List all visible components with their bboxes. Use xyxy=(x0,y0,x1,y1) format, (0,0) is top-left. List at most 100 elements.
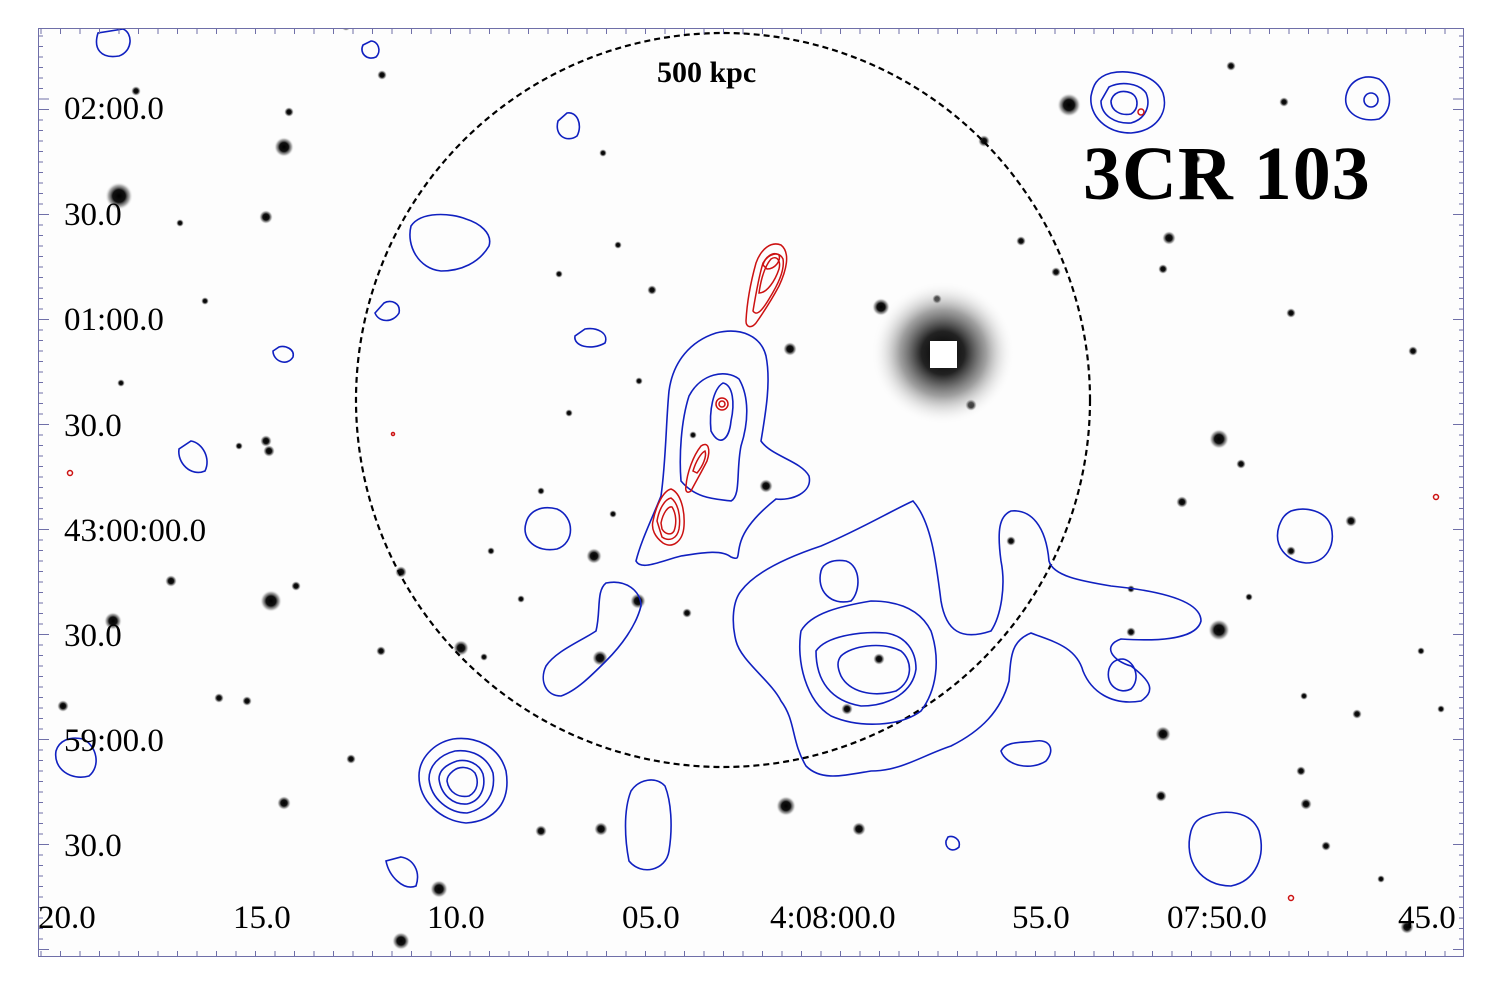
star xyxy=(453,640,469,656)
xray-contour-west-ring3 xyxy=(438,759,485,805)
star xyxy=(841,703,853,715)
star xyxy=(487,547,495,555)
dec-label: 43:00:00.0 xyxy=(64,513,207,549)
xray-contour-small xyxy=(819,559,859,603)
star xyxy=(1176,496,1188,508)
star xyxy=(117,379,125,387)
star xyxy=(555,270,563,278)
star xyxy=(852,822,866,836)
star xyxy=(291,581,301,591)
ra-label: 55.0 xyxy=(1012,900,1070,936)
radio-source-small xyxy=(1137,108,1145,116)
radio-lobe-north xyxy=(745,243,788,328)
star xyxy=(599,149,607,157)
xray-contour-small xyxy=(1107,658,1137,692)
star xyxy=(376,646,386,656)
star xyxy=(776,796,796,816)
xray-contour-ne-ring xyxy=(1090,71,1166,134)
star xyxy=(1051,267,1061,277)
star xyxy=(201,297,209,305)
xray-contour-small xyxy=(385,856,419,888)
star xyxy=(1016,236,1026,246)
star xyxy=(783,342,797,356)
xray-contour-east-ring xyxy=(1345,76,1391,121)
ra-label: 07:50.0 xyxy=(1167,900,1267,936)
star xyxy=(873,653,885,665)
ra-label: 20.0 xyxy=(38,900,96,936)
xray-contour-small xyxy=(1000,739,1052,767)
star xyxy=(1400,920,1414,934)
xray-contour-small xyxy=(374,300,401,322)
star xyxy=(1162,231,1176,245)
star xyxy=(274,137,294,157)
radio-source-small xyxy=(1432,493,1440,501)
sky-image-frame xyxy=(38,28,1464,957)
star xyxy=(609,510,617,518)
radio-lobe-north-inner xyxy=(752,253,785,314)
bright-star-core xyxy=(930,341,957,368)
star xyxy=(1158,264,1168,274)
star xyxy=(1296,766,1306,776)
star xyxy=(1226,61,1236,71)
xray-contours xyxy=(55,29,1391,888)
star xyxy=(1300,798,1312,810)
star xyxy=(1245,593,1253,601)
radio-knot-inner xyxy=(718,400,726,408)
star xyxy=(1286,308,1296,318)
star xyxy=(105,182,133,210)
star xyxy=(1345,515,1357,527)
xray-contour-topleft xyxy=(95,29,131,58)
radio-knot xyxy=(715,397,729,411)
star xyxy=(342,29,350,31)
dec-label: 30.0 xyxy=(64,618,122,654)
ra-label: 4:08:00.0 xyxy=(770,900,896,936)
radio-lobe-north-core xyxy=(762,253,781,270)
star xyxy=(1006,536,1016,546)
star xyxy=(104,612,122,630)
star xyxy=(1155,726,1171,742)
star xyxy=(263,445,275,457)
dec-label: 59:00.0 xyxy=(64,723,164,759)
star xyxy=(565,409,573,417)
optical-sky-image xyxy=(39,29,1463,956)
radio-lobe-south-inner xyxy=(656,497,681,541)
xray-contour-small xyxy=(945,835,961,851)
star xyxy=(395,566,407,578)
ra-label: 15.0 xyxy=(233,900,291,936)
xray-contour-se xyxy=(1188,811,1262,887)
radio-source-small xyxy=(66,469,74,477)
ra-label: 05.0 xyxy=(622,900,680,936)
radio-lobe-south-inner2 xyxy=(660,506,677,535)
star xyxy=(165,575,177,587)
dec-label: 02:00.0 xyxy=(64,91,164,127)
xray-contour-east xyxy=(1276,508,1333,564)
xray-contour-central-outer xyxy=(635,330,811,566)
optical-stars xyxy=(57,29,1445,950)
radio-contours xyxy=(66,108,1440,902)
star xyxy=(535,825,547,837)
star xyxy=(586,548,602,564)
star xyxy=(635,377,643,385)
star xyxy=(430,880,448,898)
radio-source-small xyxy=(390,431,396,437)
star xyxy=(260,590,282,612)
xray-contour-small xyxy=(524,507,572,551)
star xyxy=(647,285,657,295)
axis-ticks xyxy=(39,29,1463,956)
star xyxy=(1321,841,1331,851)
star xyxy=(517,595,525,603)
star xyxy=(259,210,273,224)
star xyxy=(630,593,646,609)
star xyxy=(1126,627,1136,637)
star xyxy=(592,650,608,666)
star xyxy=(1286,546,1296,556)
star xyxy=(480,653,488,661)
star xyxy=(235,442,243,450)
star xyxy=(57,700,69,712)
xray-contour-central-inner xyxy=(709,382,734,441)
ra-label: 45.0 xyxy=(1398,900,1456,936)
xray-contour-south-mid2 xyxy=(815,631,917,707)
star xyxy=(377,70,387,80)
xray-contour-west-ring2 xyxy=(428,749,495,814)
star xyxy=(1352,709,1362,719)
